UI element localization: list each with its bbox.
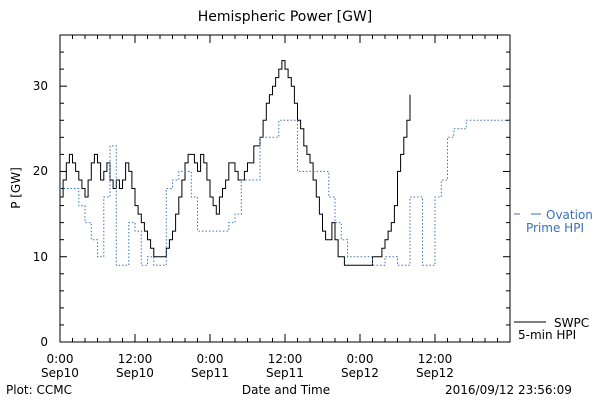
y-tick-label: 0 xyxy=(40,335,48,349)
y-axis xyxy=(60,34,510,343)
x-tick-date-label: Sep12 xyxy=(416,366,454,380)
x-tick-time-label: 0:00 xyxy=(46,352,74,366)
series-line-swpc xyxy=(60,60,411,266)
x-tick-date-label: Sep10 xyxy=(41,366,79,380)
series-line-ovation xyxy=(60,119,510,266)
x-tick-date-label: Sep11 xyxy=(191,366,229,380)
x-tick-date-label: Sep11 xyxy=(266,366,304,380)
x-tick-time-label: 0:00 xyxy=(196,352,224,366)
legend-ovation-label: Ovation xyxy=(546,208,593,222)
y-tick-label: 10 xyxy=(32,249,48,264)
x-tick-date-label: Sep10 xyxy=(116,366,154,380)
legend-swpc-label: 5-min HPI xyxy=(518,328,577,342)
series-layer xyxy=(60,60,510,266)
x-tick-time-label: 12:00 xyxy=(417,352,453,366)
legend-ovation-label: Prime HPI xyxy=(526,221,584,235)
x-tick-date-label: Sep12 xyxy=(341,366,379,380)
y-tick-label: 20 xyxy=(32,164,48,179)
legend-layer xyxy=(514,213,546,323)
chart-title: Hemispheric Power [GW] xyxy=(197,9,373,25)
x-tick-time-label: 12:00 xyxy=(267,352,303,366)
x-tick-time-label: 12:00 xyxy=(117,352,153,366)
plot-credit: Plot: CCMC xyxy=(6,383,72,397)
plot-frame xyxy=(59,34,511,343)
x-axis xyxy=(59,35,511,342)
timestamp: 2016/09/12 23:56:09 xyxy=(445,383,572,397)
x-axis-label: Date and Time xyxy=(241,383,331,397)
x-tick-time-label: 0:00 xyxy=(346,352,374,366)
legend-swpc-label: SWPC xyxy=(554,316,590,330)
y-tick-label: 30 xyxy=(32,79,48,94)
